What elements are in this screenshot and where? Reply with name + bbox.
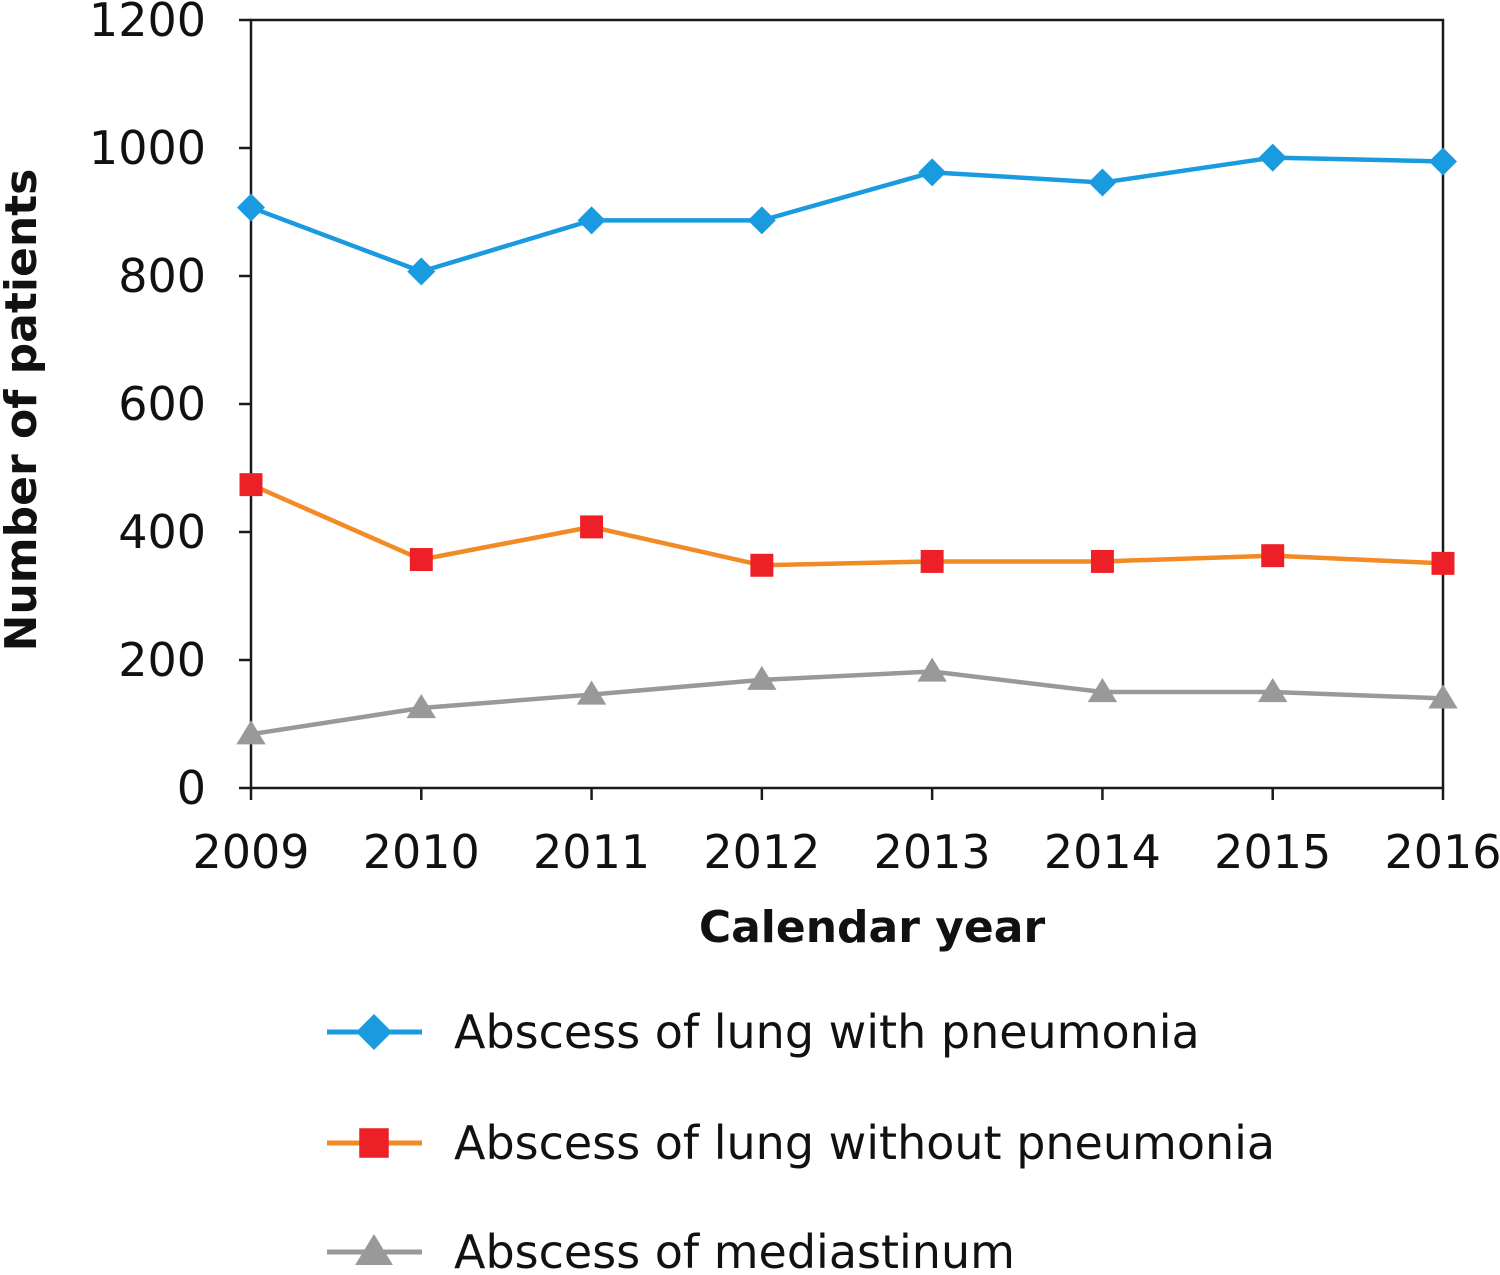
- legend-item: Abscess of mediastinum: [327, 1225, 1015, 1275]
- data-point: [1258, 678, 1288, 703]
- y-tick-label: 0: [177, 761, 206, 815]
- data-point: [917, 657, 947, 682]
- legend: Abscess of lung with pneumonia Abscess of…: [327, 1005, 1275, 1275]
- series-line: [250, 482, 1444, 568]
- series-line: [250, 155, 1444, 274]
- x-tick-label: 2009: [192, 825, 309, 879]
- data-point: [1431, 551, 1455, 575]
- data-point: [409, 548, 433, 571]
- legend-item: Abscess of lung without pneumonia: [327, 1116, 1275, 1170]
- x-tick-label: 2016: [1384, 825, 1500, 879]
- data-point: [1428, 684, 1458, 709]
- y-tick-label: 400: [118, 505, 206, 559]
- plot-border: [249, 18, 1445, 790]
- data-point: [577, 206, 606, 235]
- y-axis-title: Number of patients: [0, 169, 47, 652]
- x-tick-label: 2015: [1214, 825, 1331, 879]
- legend-label: Abscess of lung without pneumonia: [454, 1116, 1275, 1170]
- data-point: [747, 206, 776, 235]
- data-point: [1258, 143, 1287, 172]
- x-tick-label: 2011: [533, 825, 650, 879]
- data-point: [1088, 168, 1117, 197]
- y-axis: 0 200 400 600 800 1000 1200: [89, 0, 251, 815]
- x-tick-label: 2010: [363, 825, 480, 879]
- y-tick-label: 1200: [89, 0, 206, 47]
- y-tick-label: 200: [118, 633, 206, 687]
- data-point: [918, 158, 947, 187]
- data-point: [237, 193, 265, 222]
- data-point: [407, 257, 436, 286]
- x-tick-label: 2013: [874, 825, 991, 879]
- data-point: [1429, 147, 1457, 176]
- y-tick-label: 1000: [89, 121, 206, 175]
- y-tick-label: 800: [118, 249, 206, 303]
- legend-marker: [356, 1014, 392, 1050]
- x-tick-label: 2012: [703, 825, 820, 879]
- x-tick-label: 2014: [1044, 825, 1161, 879]
- legend-item: Abscess of lung with pneumonia: [327, 1005, 1200, 1059]
- data-point: [747, 665, 777, 690]
- data-point: [576, 680, 607, 705]
- series-2: [239, 473, 1455, 577]
- series-layer: [236, 143, 1458, 745]
- data-point: [1090, 549, 1114, 573]
- y-tick-label: 600: [118, 377, 206, 431]
- data-point: [236, 720, 266, 745]
- data-point: [1261, 544, 1285, 568]
- data-point: [1087, 678, 1118, 703]
- x-axis: 2009 2010 2011 2012 2013 2014 2015 2016: [192, 788, 1500, 879]
- series-line: [250, 669, 1444, 737]
- x-axis-title: Calendar year: [699, 902, 1046, 953]
- series-1: [237, 143, 1457, 286]
- legend-label: Abscess of mediastinum: [454, 1225, 1015, 1270]
- data-point: [406, 694, 436, 719]
- data-point: [750, 553, 774, 577]
- legend-label: Abscess of lung with pneumonia: [454, 1005, 1200, 1059]
- plot-area: [249, 18, 1445, 790]
- legend-marker: [355, 1234, 393, 1265]
- data-point: [580, 515, 604, 539]
- data-point: [239, 473, 263, 497]
- data-point: [920, 549, 944, 573]
- legend-marker: [359, 1128, 389, 1158]
- series-3: [236, 657, 1458, 745]
